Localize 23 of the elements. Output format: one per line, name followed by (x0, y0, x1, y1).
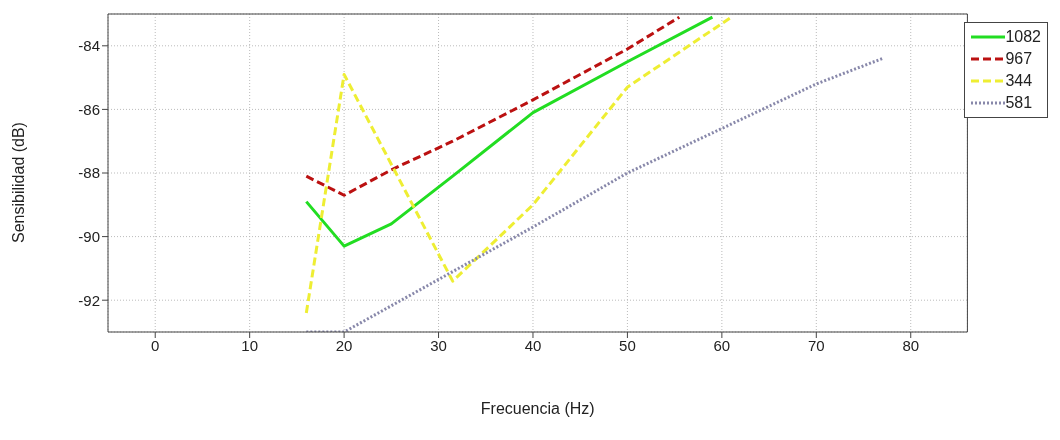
x-tick-label: 10 (241, 336, 258, 354)
x-tick-label: 60 (713, 336, 731, 354)
x-tick-label: 0 (151, 336, 160, 354)
x-tick-label: 20 (335, 336, 353, 354)
line-series (304, 15, 714, 248)
legend-label: 344 (1005, 71, 1033, 91)
y-tick-label: -88 (78, 164, 100, 182)
line-series (304, 15, 733, 315)
legend-label: 1082 (1005, 27, 1041, 47)
legend-label: 581 (1005, 93, 1033, 113)
y-tick-label: -86 (78, 100, 100, 118)
x-tick-label: 70 (807, 336, 825, 354)
y-tick-label: -92 (78, 291, 100, 309)
y-tick-label: -84 (78, 37, 100, 55)
line-series (304, 15, 681, 197)
x-tick-label: 50 (619, 336, 636, 354)
x-axis-title: Frecuencia (Hz) (480, 400, 595, 417)
x-tick-label: 40 (524, 336, 542, 354)
legend-label: 967 (1005, 49, 1033, 69)
y-axis-title: Sensibilidad (dB) (9, 122, 27, 243)
x-tick-label: 30 (430, 336, 447, 354)
x-tick-label: 80 (902, 336, 920, 354)
y-tick-label: -90 (78, 227, 100, 245)
